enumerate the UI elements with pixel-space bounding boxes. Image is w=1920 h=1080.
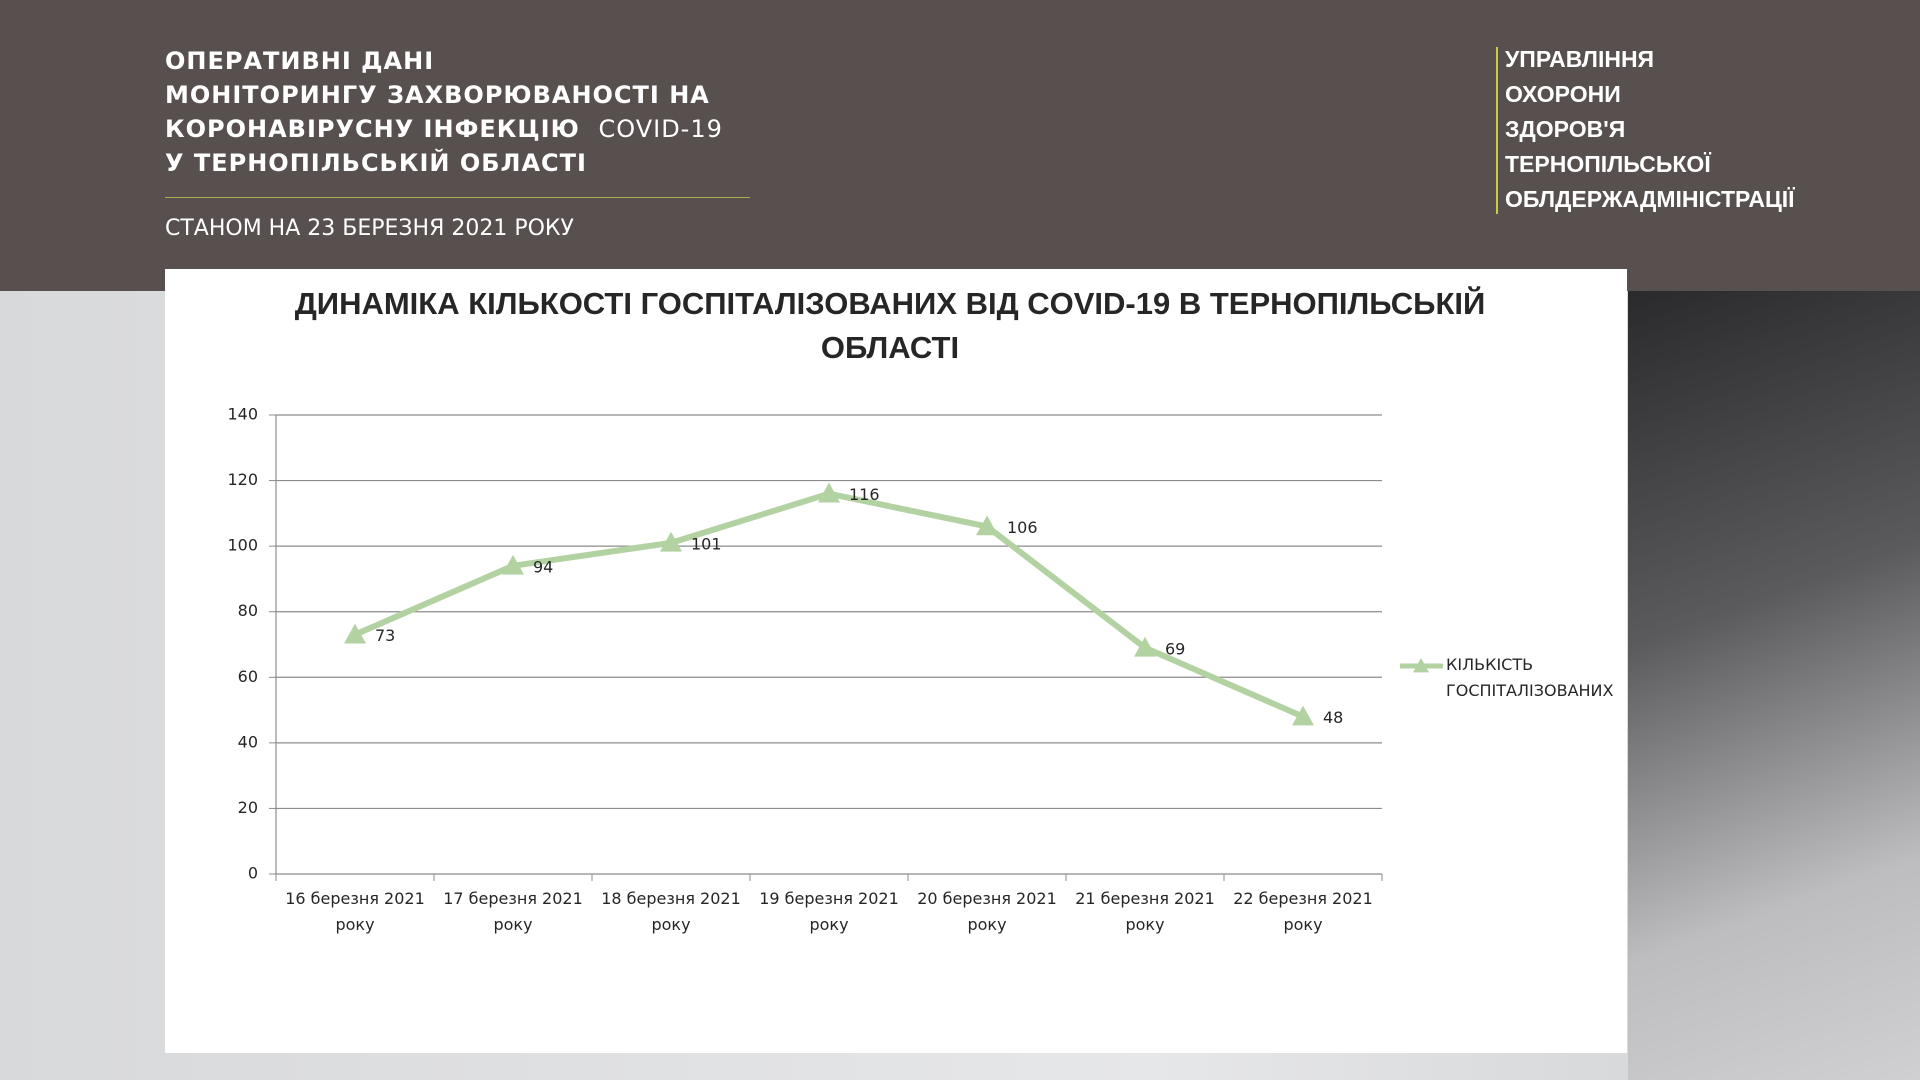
org-line: ЗДОРОВ'Я — [1505, 116, 1626, 142]
header-title-line: КОРОНАВІРУСНУ ІНФЕКЦІЮ — [165, 115, 580, 143]
x-tick-label: 21 березня 2021 року — [1075, 889, 1215, 934]
header-title-tag: COVID-19 — [598, 115, 723, 143]
data-label: 73 — [375, 626, 395, 645]
x-tick-label: 20 березня 2021 року — [917, 889, 1057, 934]
data-label: 116 — [849, 485, 880, 504]
marker — [1134, 636, 1156, 657]
header-rule — [165, 197, 750, 198]
header-date: СТАНОМ НА 23 БЕРЕЗНЯ 2021 РОКУ — [165, 216, 574, 241]
laptop-photo — [1628, 291, 1920, 1080]
marker — [660, 531, 682, 552]
y-tick-label: 60 — [238, 667, 258, 686]
x-tick-label: 18 березня 2021 року — [601, 889, 741, 934]
marker — [976, 515, 998, 536]
data-label: 69 — [1165, 639, 1185, 658]
header-title-line: ОПЕРАТИВНІ ДАНІ — [165, 47, 435, 75]
org-rule — [1496, 47, 1498, 214]
org-line: ОХОРОНИ — [1505, 81, 1621, 107]
org-line: ОБЛДЕРЖАДМІНІСТРАЦІЇ — [1505, 186, 1795, 212]
data-label: 106 — [1007, 518, 1038, 537]
header-band — [0, 0, 1920, 291]
y-tick-label: 140 — [227, 405, 258, 424]
header-title-line: КОРОНАВІРУСНУ ІНФЕКЦІЮ COVID-19 — [165, 112, 723, 146]
x-tick-label: 16 березня 2021 року — [285, 889, 425, 934]
y-tick-label: 20 — [238, 798, 258, 817]
marker — [1292, 705, 1314, 726]
data-label: 94 — [533, 557, 553, 576]
y-tick-label: 40 — [238, 732, 258, 751]
x-tick-label: 19 березня 2021 року — [759, 889, 899, 934]
data-label: 48 — [1323, 708, 1343, 727]
marker — [344, 623, 366, 644]
marker — [818, 482, 840, 503]
marker — [502, 554, 524, 575]
header-title-line: У ТЕРНОПІЛЬСЬКІЙ ОБЛАСТІ — [165, 149, 587, 177]
org-line: ТЕРНОПІЛЬСЬКОЇ — [1505, 151, 1711, 177]
org-line: УПРАВЛІННЯ — [1505, 46, 1655, 72]
legend-marker — [1413, 658, 1429, 673]
chart-card — [165, 269, 1627, 1053]
legend-label: КІЛЬКІСТЬ ГОСПІТАЛІЗОВАНИХ — [1446, 655, 1614, 700]
y-tick-label: 120 — [227, 470, 258, 489]
header-title-line: МОНІТОРИНГУ ЗАХВОРЮВАНОСТІ НА — [165, 81, 710, 109]
x-tick-label: 17 березня 2021 року — [443, 889, 583, 934]
data-label: 101 — [691, 534, 722, 553]
y-tick-label: 0 — [248, 864, 258, 883]
y-tick-label: 100 — [227, 536, 258, 555]
series-line — [353, 490, 1305, 720]
chart-title: ДИНАМІКА КІЛЬКОСТІ ГОСПІТАЛІЗОВАНИХ ВІД … — [294, 286, 1486, 365]
y-tick-label: 80 — [238, 601, 258, 620]
x-tick-label: 22 березня 2021 року — [1233, 889, 1373, 934]
